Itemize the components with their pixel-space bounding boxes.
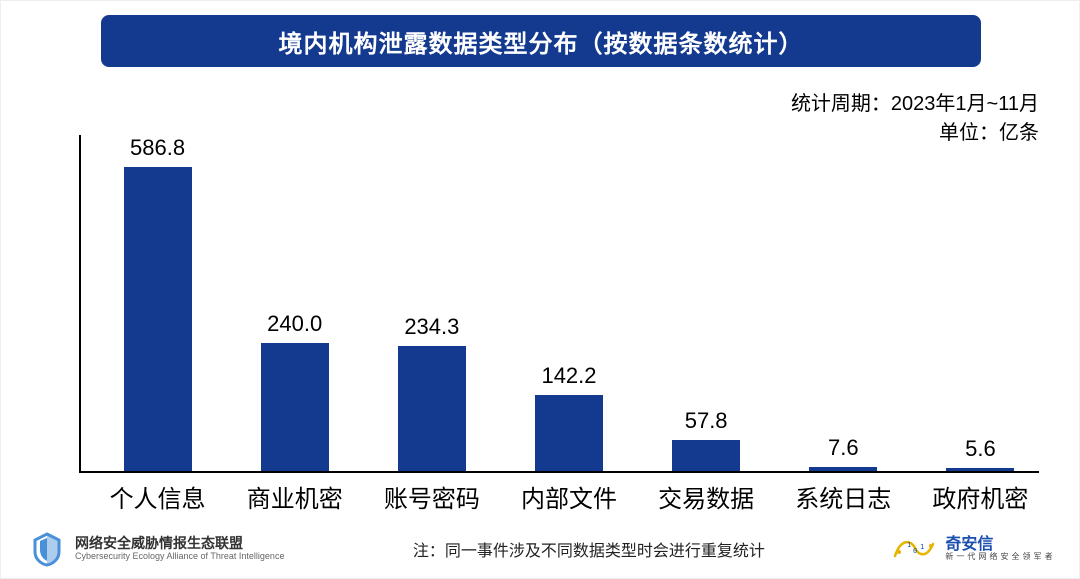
alliance-name-en: Cybersecurity Ecology Alliance of Threat…	[75, 552, 284, 562]
bar-value-label: 586.8	[130, 135, 185, 161]
bar-rect	[535, 395, 603, 471]
bar-slot: 57.8	[638, 135, 775, 471]
alliance-name-cn: 网络安全威胁情报生态联盟	[75, 536, 284, 551]
x-axis	[79, 471, 1039, 473]
bar-rect	[398, 346, 466, 471]
qax-text: 奇安信 新 一 代 网 络 安 全 领 军 者	[945, 537, 1053, 561]
bar-value-label: 57.8	[685, 408, 728, 434]
left-brand: 网络安全威胁情报生态联盟 Cybersecurity Ecology Allia…	[29, 531, 284, 567]
svg-text:0: 0	[913, 547, 917, 555]
footnote: 注：同一事件涉及不同数据类型时会进行重复统计	[413, 537, 765, 561]
footer: 网络安全威胁情报生态联盟 Cybersecurity Ecology Allia…	[1, 520, 1080, 578]
bar-slot: 5.6	[912, 135, 1049, 471]
category-label: 交易数据	[638, 479, 775, 514]
bars-container: 586.8 240.0 234.3 142.2 57.8 7.6 5.6	[89, 135, 1049, 471]
bar-slot: 142.2	[500, 135, 637, 471]
bar-value-label: 234.3	[404, 314, 459, 340]
chart-title-text: 境内机构泄露数据类型分布（按数据条数统计）	[279, 24, 804, 59]
bar-rect	[809, 467, 877, 471]
page-root: 境内机构泄露数据类型分布（按数据条数统计） 统计周期：2023年1月~11月 单…	[0, 0, 1080, 579]
alliance-logo-icon	[29, 531, 65, 567]
bar-slot: 7.6	[775, 135, 912, 471]
qax-sub: 新 一 代 网 络 安 全 领 军 者	[945, 553, 1053, 561]
bar-rect	[261, 343, 329, 471]
bar-chart: 586.8240.0234.3142.257.87.65.6 个人信息商业机密账…	[49, 101, 1049, 481]
alliance-text: 网络安全威胁情报生态联盟 Cybersecurity Ecology Allia…	[75, 536, 284, 561]
bar-value-label: 7.6	[828, 435, 859, 461]
category-label: 账号密码	[363, 479, 500, 514]
bar-rect	[672, 440, 740, 471]
bar-value-label: 240.0	[267, 311, 322, 337]
qax-logo-icon: 1 0 1	[893, 536, 937, 562]
bar-rect	[124, 167, 192, 471]
category-label: 商业机密	[226, 479, 363, 514]
category-label: 政府机密	[912, 479, 1049, 514]
chart-title-bar: 境内机构泄露数据类型分布（按数据条数统计）	[101, 15, 981, 67]
category-label: 个人信息	[89, 479, 226, 514]
svg-text:1: 1	[920, 543, 924, 551]
category-row: 个人信息商业机密账号密码内部文件交易数据系统日志政府机密	[89, 479, 1049, 514]
bar-value-label: 142.2	[541, 363, 596, 389]
qax-name-cn: 奇安信	[945, 537, 1053, 553]
right-brand: 1 0 1 奇安信 新 一 代 网 络 安 全 领 军 者	[893, 536, 1053, 562]
bar-rect	[946, 468, 1014, 471]
y-axis	[79, 135, 81, 471]
bar-slot: 586.8	[89, 135, 226, 471]
bar-slot: 240.0	[226, 135, 363, 471]
bar-slot: 234.3	[363, 135, 500, 471]
category-label: 系统日志	[775, 479, 912, 514]
category-label: 内部文件	[500, 479, 637, 514]
svg-text:1: 1	[907, 541, 911, 549]
bar-value-label: 5.6	[965, 436, 996, 462]
